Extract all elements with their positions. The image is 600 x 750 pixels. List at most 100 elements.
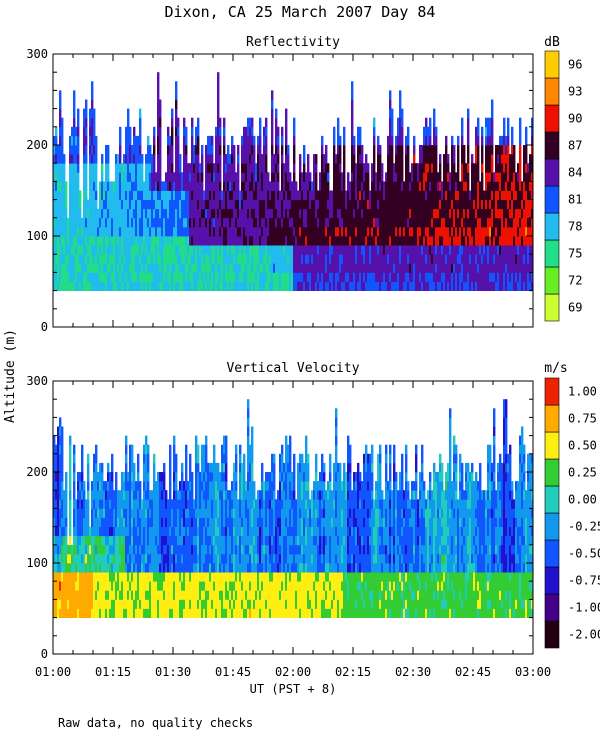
reflectivity-cell: [263, 163, 266, 173]
reflectivity-cell: [531, 154, 534, 164]
reflectivity-cell: [109, 181, 112, 191]
reflectivity-cell: [339, 154, 342, 164]
velocity-cell: [53, 544, 56, 555]
reflectivity-cell: [531, 181, 534, 191]
reflectivity-cell: [133, 181, 136, 191]
reflectivity-cell: [441, 181, 444, 191]
reflectivity-cell: [505, 236, 508, 246]
reflectivity-cell: [349, 281, 352, 291]
velocity-cell: [143, 544, 146, 555]
reflectivity-cell: [201, 145, 204, 155]
reflectivity-cell: [367, 172, 370, 182]
velocity-cell: [57, 462, 60, 473]
velocity-cell: [121, 472, 124, 482]
velocity-cell: [69, 572, 72, 582]
y-tick-label: 0: [41, 320, 48, 334]
reflectivity-cell: [199, 190, 202, 200]
reflectivity-cell: [433, 281, 436, 291]
reflectivity-cell: [173, 263, 176, 273]
velocity-cell: [131, 472, 134, 482]
reflectivity-cell: [275, 272, 278, 282]
reflectivity-cell: [165, 254, 168, 264]
reflectivity-cell: [201, 236, 204, 246]
velocity-cell: [177, 544, 180, 555]
reflectivity-cell: [135, 254, 138, 264]
velocity-cell: [57, 599, 60, 609]
reflectivity-cell: [161, 190, 164, 200]
velocity-cell: [95, 444, 98, 455]
reflectivity-cell: [261, 199, 264, 210]
reflectivity-cell: [473, 217, 476, 228]
velocity-cell: [97, 517, 100, 527]
reflectivity-cell: [531, 208, 534, 219]
reflectivity-cell: [467, 208, 470, 219]
reflectivity-cell: [91, 217, 94, 228]
reflectivity-cell: [153, 154, 156, 164]
reflectivity-cell: [311, 263, 314, 273]
velocity-cell: [87, 499, 90, 509]
velocity-cell: [129, 599, 132, 609]
reflectivity-cell: [419, 145, 422, 155]
reflectivity-cell: [85, 126, 88, 137]
reflectivity-cell: [271, 245, 274, 255]
reflectivity-cell: [527, 208, 530, 219]
reflectivity-cell: [153, 190, 156, 200]
velocity-cell: [59, 490, 62, 500]
reflectivity-cell: [407, 181, 410, 191]
reflectivity-cell: [293, 172, 296, 182]
reflectivity-cell: [307, 190, 310, 200]
velocity-cell: [97, 490, 100, 500]
reflectivity-cell: [339, 208, 342, 219]
reflectivity-cell: [165, 190, 168, 200]
reflectivity-cell: [89, 135, 92, 146]
velocity-cell: [65, 508, 68, 518]
velocity-cell: [115, 590, 118, 600]
reflectivity-cell: [277, 254, 280, 264]
reflectivity-cell: [379, 181, 382, 191]
reflectivity-cell: [159, 236, 162, 246]
velocity-cell: [69, 553, 72, 564]
reflectivity-cell: [213, 208, 216, 219]
velocity-cell: [53, 599, 56, 609]
velocity-cell: [69, 444, 72, 455]
reflectivity-cell: [251, 154, 254, 164]
reflectivity-cell: [203, 245, 206, 255]
reflectivity-cell: [241, 226, 244, 237]
velocity-cell: [177, 499, 180, 509]
reflectivity-cell: [365, 208, 368, 219]
reflectivity-cell: [303, 263, 306, 273]
reflectivity-cell: [77, 245, 80, 255]
velocity-cell: [69, 435, 72, 446]
reflectivity-cell: [59, 245, 62, 255]
reflectivity-cell: [65, 281, 68, 291]
reflectivity-cell: [397, 181, 400, 191]
reflectivity-cell: [71, 172, 74, 182]
velocity-cell: [61, 490, 64, 500]
reflectivity-cell: [57, 272, 60, 282]
reflectivity-cell: [187, 281, 190, 291]
velocity-cell: [105, 581, 108, 591]
reflectivity-cell: [171, 145, 174, 155]
reflectivity-cell: [171, 272, 174, 282]
reflectivity-cell: [375, 254, 378, 264]
reflectivity-cell: [269, 217, 272, 228]
reflectivity-cell: [171, 108, 174, 119]
reflectivity-cell: [389, 90, 392, 100]
reflectivity-cell: [461, 217, 464, 228]
velocity-cell: [155, 508, 158, 518]
reflectivity-cell: [289, 281, 292, 291]
reflectivity-cell: [513, 245, 516, 255]
reflectivity-cell: [127, 245, 130, 255]
reflectivity-cell: [369, 263, 372, 273]
reflectivity-cell: [301, 172, 304, 182]
reflectivity-cell: [461, 190, 464, 200]
velocity-cell: [157, 572, 160, 582]
velocity-cell: [133, 563, 136, 573]
velocity-cell: [95, 535, 98, 546]
reflectivity-cell: [323, 281, 326, 291]
reflectivity-cell: [77, 263, 80, 273]
reflectivity-cell: [129, 126, 132, 137]
reflectivity-cell: [461, 199, 464, 210]
reflectivity-cell: [69, 272, 72, 282]
reflectivity-cell: [207, 226, 210, 237]
